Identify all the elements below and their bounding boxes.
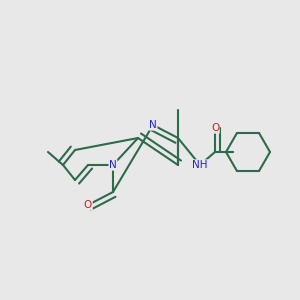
Text: N: N [149, 120, 157, 130]
Text: O: O [84, 200, 92, 210]
Text: N: N [109, 160, 117, 170]
Text: O: O [211, 123, 219, 133]
Text: NH: NH [192, 160, 208, 170]
